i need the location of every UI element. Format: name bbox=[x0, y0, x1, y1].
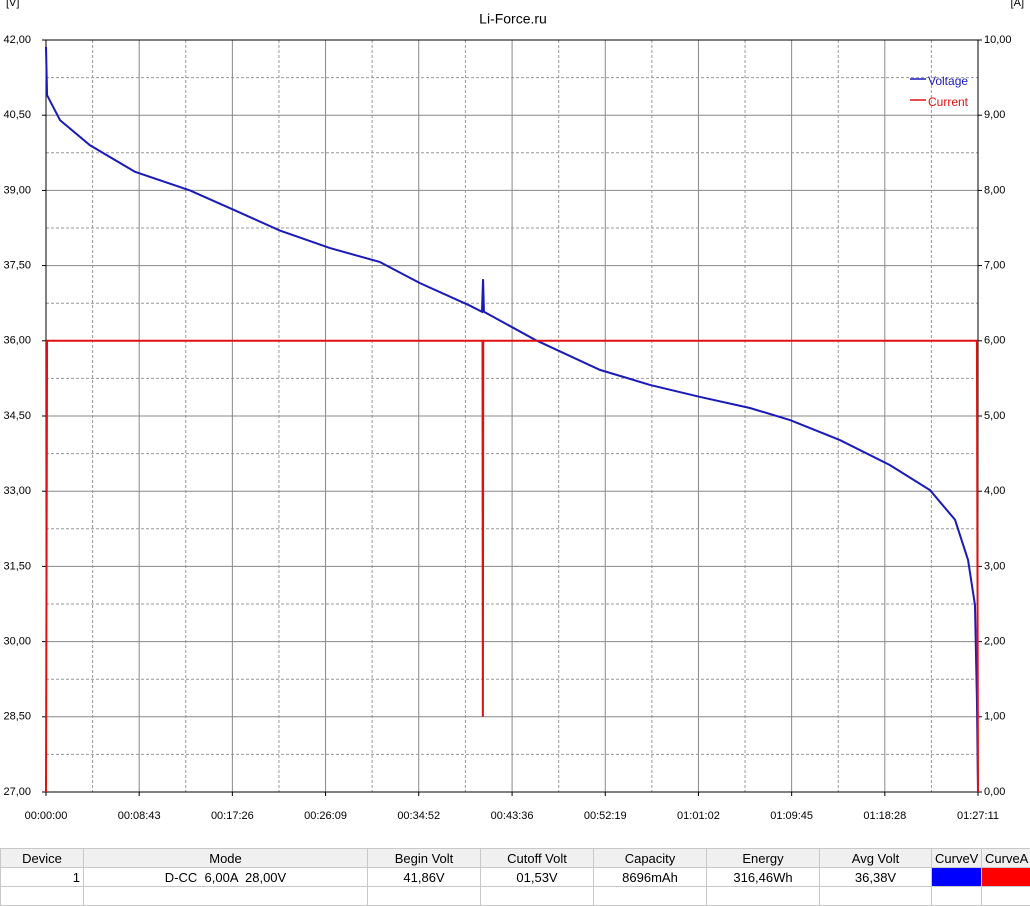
x-tick-label: 01:01:02 bbox=[677, 810, 720, 822]
y-tick-label: 27,00 bbox=[3, 786, 31, 798]
cell: 8696mAh bbox=[594, 868, 707, 887]
y2-tick-label: 4,00 bbox=[984, 485, 1005, 497]
y-tick-label: 31,50 bbox=[3, 560, 31, 572]
empty-cell bbox=[1, 887, 84, 906]
cell: 01,53V bbox=[481, 868, 594, 887]
column-header: Avg Volt bbox=[820, 849, 932, 868]
column-header: Cutoff Volt bbox=[481, 849, 594, 868]
column-header: Capacity bbox=[594, 849, 707, 868]
chart: Li-Force.ru [V] [A] 27,00 28,50 30,00 31,50… bbox=[0, 0, 1030, 845]
cell: 1 bbox=[1, 868, 84, 887]
cell: D-CC 6,00A 28,00V bbox=[84, 868, 368, 887]
y-axis-label: [V] bbox=[6, 0, 19, 9]
y-tick-label: 40,50 bbox=[3, 109, 31, 121]
empty-cell bbox=[932, 887, 982, 906]
empty-cell bbox=[481, 887, 594, 906]
x-tick-label: 00:17:26 bbox=[211, 810, 254, 822]
cell: 36,38V bbox=[820, 868, 932, 887]
y2-tick-label: 0,00 bbox=[984, 786, 1005, 798]
x-tick-label: 00:00:00 bbox=[25, 810, 68, 822]
y2-tick-label: 3,00 bbox=[984, 560, 1005, 572]
y-tick-label: 42,00 bbox=[3, 34, 31, 46]
x-tick-label: 00:08:43 bbox=[118, 810, 161, 822]
y-tick-label: 28,50 bbox=[3, 711, 31, 723]
curve-v-swatch bbox=[932, 868, 982, 887]
y2-axis-label: [A] bbox=[1011, 0, 1024, 9]
x-tick-label: 00:26:09 bbox=[304, 810, 347, 822]
column-header: Energy bbox=[707, 849, 820, 868]
column-header: Device bbox=[1, 849, 84, 868]
cell: 41,86V bbox=[368, 868, 481, 887]
y2-tick-label: 9,00 bbox=[984, 109, 1005, 121]
y2-tick-label: 10,00 bbox=[984, 34, 1012, 46]
y2-tick-label: 8,00 bbox=[984, 184, 1005, 196]
column-header: Mode bbox=[84, 849, 368, 868]
column-header: CurveV bbox=[932, 849, 982, 868]
y2-tick-label: 2,00 bbox=[984, 636, 1005, 648]
empty-cell bbox=[820, 887, 932, 906]
column-header: Begin Volt bbox=[368, 849, 481, 868]
x-tick-label: 00:43:36 bbox=[491, 810, 534, 822]
y-tick-label: 33,00 bbox=[3, 485, 31, 497]
empty-cell bbox=[368, 887, 481, 906]
empty-cell bbox=[982, 887, 1030, 906]
x-tick-label: 01:09:45 bbox=[770, 810, 813, 822]
curve-a-swatch bbox=[982, 868, 1030, 887]
y2-tick-label: 6,00 bbox=[984, 335, 1005, 347]
empty-cell bbox=[84, 887, 368, 906]
x-tick-label: 00:52:19 bbox=[584, 810, 627, 822]
empty-cell bbox=[707, 887, 820, 906]
y2-tick-label: 7,00 bbox=[984, 260, 1005, 272]
x-tick-label: 01:18:28 bbox=[863, 810, 906, 822]
y-tick-label: 39,00 bbox=[3, 184, 31, 196]
y2-tick-label: 5,00 bbox=[984, 410, 1005, 422]
empty-cell bbox=[594, 887, 707, 906]
legend-label: Voltage bbox=[928, 74, 968, 88]
x-tick-label: 00:34:52 bbox=[397, 810, 440, 822]
column-header: CurveA bbox=[982, 849, 1030, 868]
empty-row bbox=[1, 887, 1030, 906]
y-tick-label: 36,00 bbox=[3, 335, 31, 347]
chart-title: Li-Force.ru bbox=[479, 11, 547, 27]
y-tick-label: 30,00 bbox=[3, 636, 31, 648]
y-tick-label: 34,50 bbox=[3, 410, 31, 422]
legend-label: Current bbox=[928, 95, 969, 109]
y2-tick-label: 1,00 bbox=[984, 711, 1005, 723]
x-tick-label: 01:27:11 bbox=[957, 810, 999, 822]
y-tick-label: 37,50 bbox=[3, 260, 31, 272]
cell: 316,46Wh bbox=[707, 868, 820, 887]
